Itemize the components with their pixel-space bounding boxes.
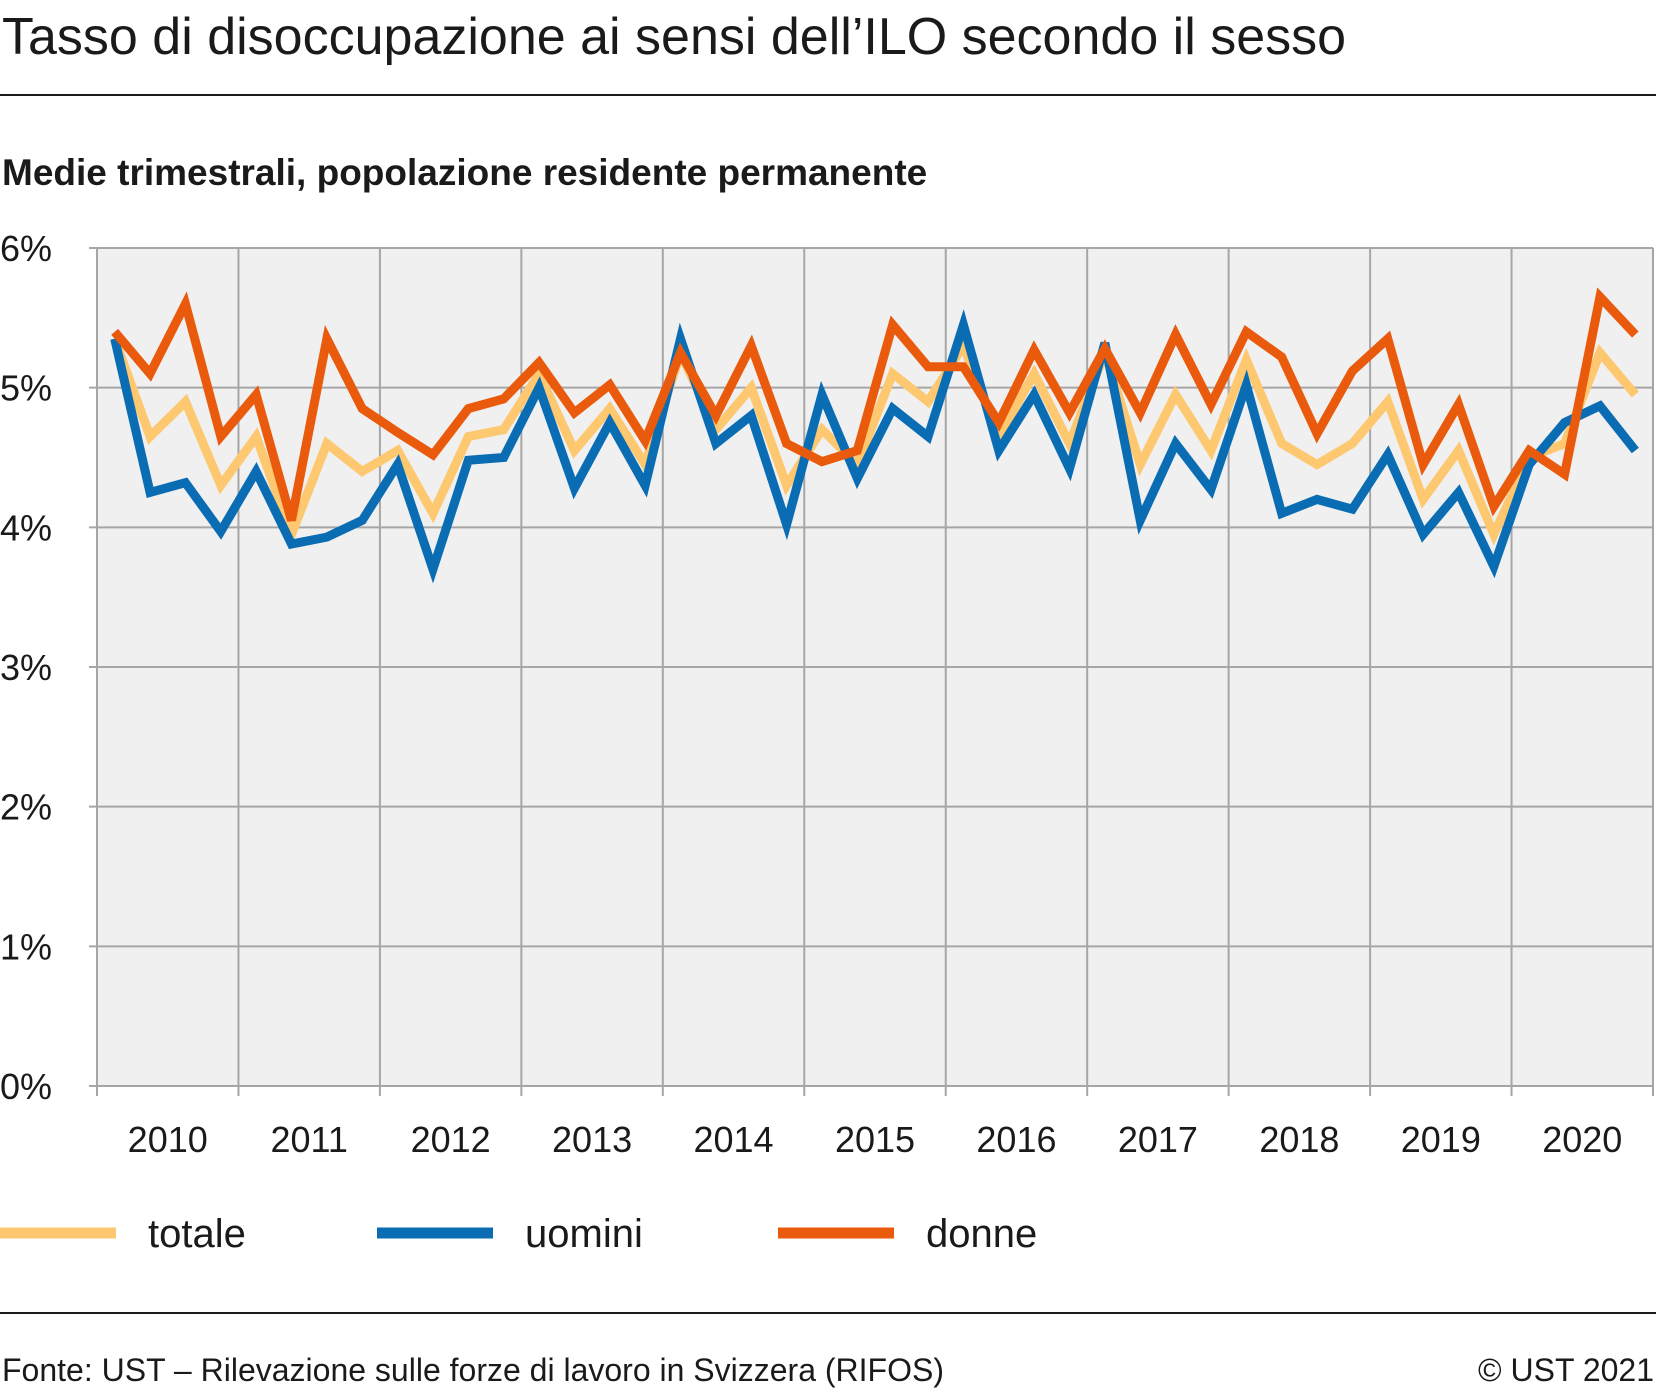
x-tick-label: 2010: [128, 1119, 208, 1160]
x-tick-label: 2016: [976, 1119, 1056, 1160]
series-line: [110, 335, 1639, 548]
chart-title: Tasso di disoccupazione ai sensi dell’IL…: [2, 8, 1346, 66]
x-tick-label: 2011: [270, 1119, 347, 1160]
x-tick-label: 2019: [1401, 1119, 1481, 1160]
series-line: [111, 287, 1639, 522]
x-tick-label: 2013: [552, 1119, 632, 1160]
series-line: [110, 309, 1639, 584]
source: Fonte: UST – Rilevazione sulle forze di …: [2, 1352, 944, 1388]
x-tick-label: 2012: [411, 1119, 491, 1160]
x-tick-label: 2018: [1259, 1119, 1339, 1160]
y-tick-label: 3%: [0, 647, 52, 688]
x-tick-label: 2015: [835, 1119, 915, 1160]
copyright: © UST 2021: [1478, 1352, 1654, 1388]
legend-label: totale: [148, 1212, 246, 1256]
y-tick-label: 2%: [0, 787, 52, 828]
x-tick-label: 2014: [693, 1119, 773, 1160]
x-tick-label: 2020: [1542, 1119, 1622, 1160]
x-tick-label: 2017: [1118, 1119, 1198, 1160]
y-tick-label: 5%: [0, 368, 52, 409]
legend-label: donne: [926, 1212, 1037, 1256]
y-tick-label: 4%: [0, 507, 52, 548]
y-tick-label: 1%: [0, 926, 52, 967]
y-tick-label: 6%: [0, 228, 52, 269]
chart-subtitle: Medie trimestrali, popolazione residente…: [2, 152, 927, 193]
legend-label: uomini: [525, 1212, 643, 1256]
y-tick-label: 0%: [0, 1066, 52, 1107]
